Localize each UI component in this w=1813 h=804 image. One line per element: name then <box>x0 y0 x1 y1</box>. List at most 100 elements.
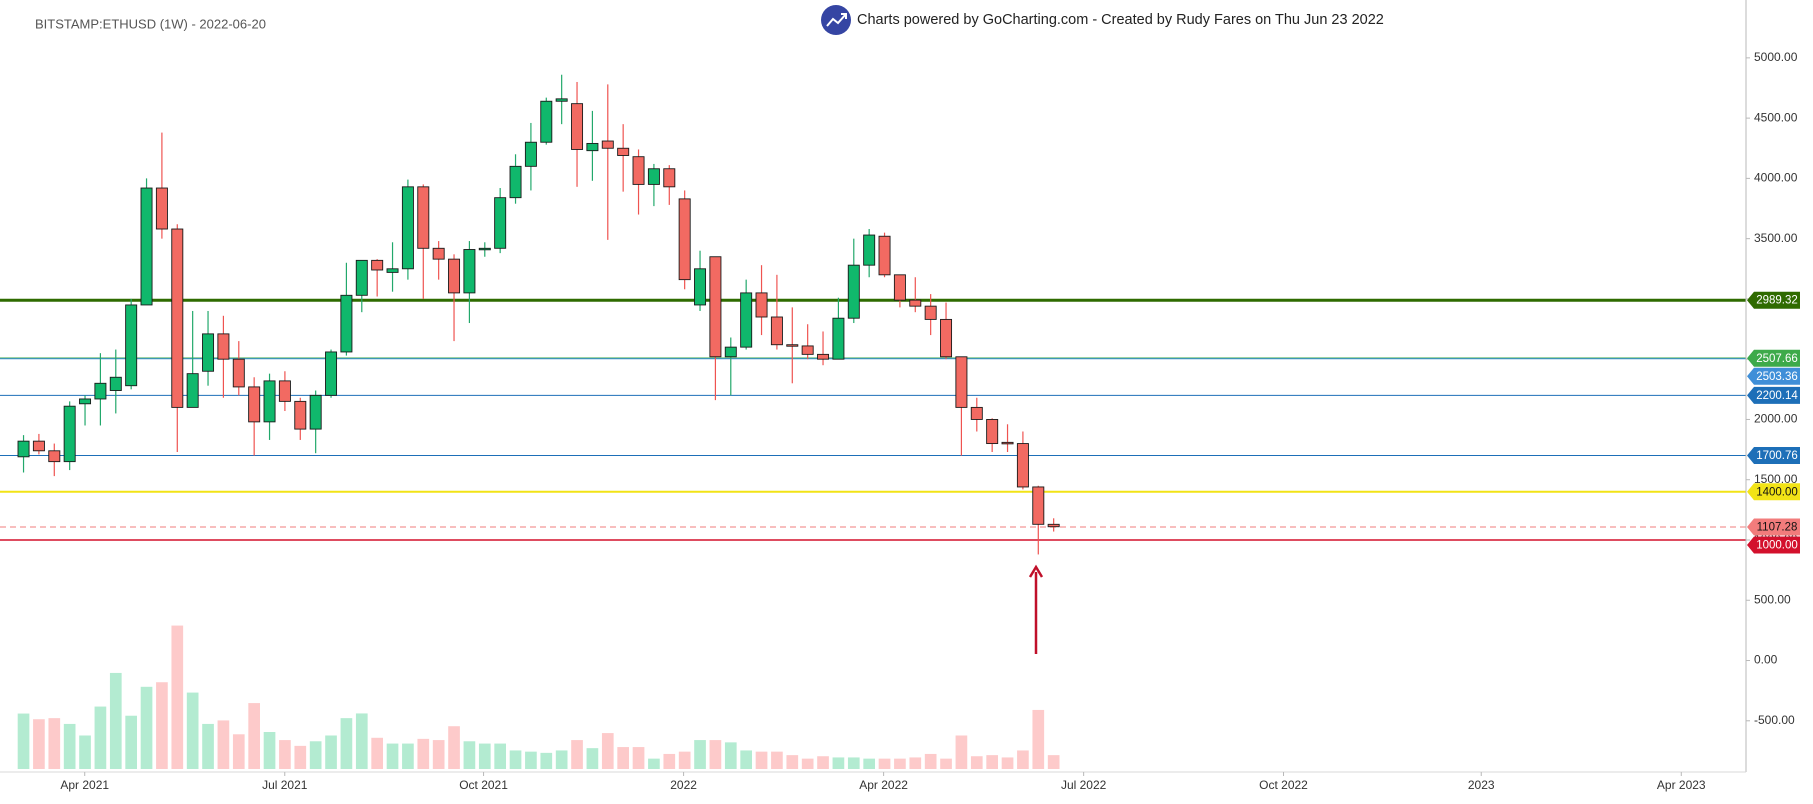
candle-body <box>755 292 768 318</box>
volume-bar <box>463 741 476 769</box>
candle-body <box>109 376 122 391</box>
candle-body <box>278 380 291 402</box>
candle-body <box>202 333 215 372</box>
candle-body <box>217 333 230 360</box>
candle-body <box>171 228 184 408</box>
candle-body <box>847 264 860 319</box>
logo-icon <box>841 13 847 19</box>
volume-bar <box>248 703 261 769</box>
annotation-arrow <box>1028 564 1044 654</box>
volume-bar <box>755 751 768 769</box>
volume-bar <box>617 747 630 769</box>
volume-bar <box>432 740 445 769</box>
candle-body <box>893 274 906 301</box>
volume-bar <box>632 747 645 769</box>
candle-body <box>140 187 153 306</box>
x-tick-label: Oct 2021 <box>459 778 508 792</box>
level-label-box <box>1747 518 1800 536</box>
levels <box>0 298 1746 541</box>
volume-bar <box>801 758 814 769</box>
y-tick-label: 1500.00 <box>1754 472 1798 486</box>
logo-circle <box>821 5 851 35</box>
candle-body <box>48 450 61 463</box>
volume-bar <box>448 726 460 769</box>
candle-body <box>617 147 630 156</box>
candle-body <box>355 259 368 296</box>
y-tick-label: 2000.00 <box>1754 412 1798 426</box>
volume-bar <box>125 715 138 769</box>
candle-body <box>125 304 138 387</box>
candle-body <box>1016 443 1029 488</box>
volume-bar <box>1017 750 1029 769</box>
volume-bar <box>525 751 537 769</box>
candle-body <box>663 168 676 188</box>
candle-body <box>432 247 445 260</box>
candle-body <box>571 103 584 150</box>
volume-bar <box>309 741 322 769</box>
level-label-box <box>1747 483 1800 501</box>
volume-bar <box>986 755 999 769</box>
logo-icon <box>826 13 847 27</box>
arrow-head <box>1028 564 1044 578</box>
volume-bar <box>63 723 76 769</box>
candle-body <box>801 345 814 355</box>
y-tick-label: 4500.00 <box>1754 110 1798 124</box>
volume-bar <box>894 758 906 769</box>
x-tick-label: 2022 <box>670 778 697 792</box>
volume-bar <box>478 743 491 769</box>
volume-bar <box>924 753 937 769</box>
candle-body <box>770 316 783 346</box>
candle-body <box>909 299 922 307</box>
level-label: 1107.28 <box>1757 522 1798 534</box>
x-tick-label: 2023 <box>1468 778 1495 792</box>
x-tick-label: Apr 2023 <box>1657 778 1706 792</box>
volume-bar <box>1001 757 1014 769</box>
level-label-box <box>1747 367 1800 385</box>
level-label-box <box>1747 291 1800 309</box>
candle-body <box>386 268 399 273</box>
candles <box>17 74 1060 555</box>
candle-body <box>63 405 76 463</box>
candle-body <box>817 353 830 360</box>
level-label: 1000.00 <box>1756 540 1798 552</box>
volume-bar <box>601 733 614 769</box>
x-tick-label: Jul 2022 <box>1061 778 1107 792</box>
level-label: 2507.66 <box>1756 353 1798 365</box>
volume-bar <box>94 706 107 769</box>
volume-bar <box>909 757 922 769</box>
volume-bar <box>786 755 799 769</box>
candle-body <box>463 249 476 294</box>
candle-body <box>632 156 645 185</box>
candle-body <box>401 186 414 270</box>
volume-bar <box>402 743 414 769</box>
volume-bar <box>340 718 353 769</box>
volume-bar <box>294 745 307 769</box>
volume-bar <box>171 625 184 769</box>
level-labels: 2989.32 2507.66 2503.36 2200.14 1700.76 1400.… <box>1747 291 1800 554</box>
y-tick-label: 4000.00 <box>1754 171 1798 185</box>
candle-body <box>647 168 660 185</box>
candle-body <box>340 294 353 353</box>
candle-body <box>924 305 937 320</box>
volume-bar <box>186 692 199 769</box>
candle-body <box>509 165 522 199</box>
candle-body <box>986 419 999 445</box>
candle-body <box>601 140 614 149</box>
candle-body <box>955 356 968 408</box>
volume-bar <box>1032 709 1045 769</box>
candle-body <box>724 346 737 358</box>
candle-body <box>186 373 199 408</box>
volume-bar <box>202 723 214 769</box>
candle-body <box>1032 486 1045 525</box>
level-label: 2503.36 <box>1756 371 1798 383</box>
candle-body <box>325 351 338 396</box>
volume-bar <box>540 752 553 769</box>
volume-bar <box>709 740 722 769</box>
candle-body <box>970 406 983 420</box>
candle-body <box>878 235 891 276</box>
volume-bar <box>371 737 384 769</box>
x-tick-label: Oct 2022 <box>1259 778 1308 792</box>
candle-body <box>448 258 461 294</box>
